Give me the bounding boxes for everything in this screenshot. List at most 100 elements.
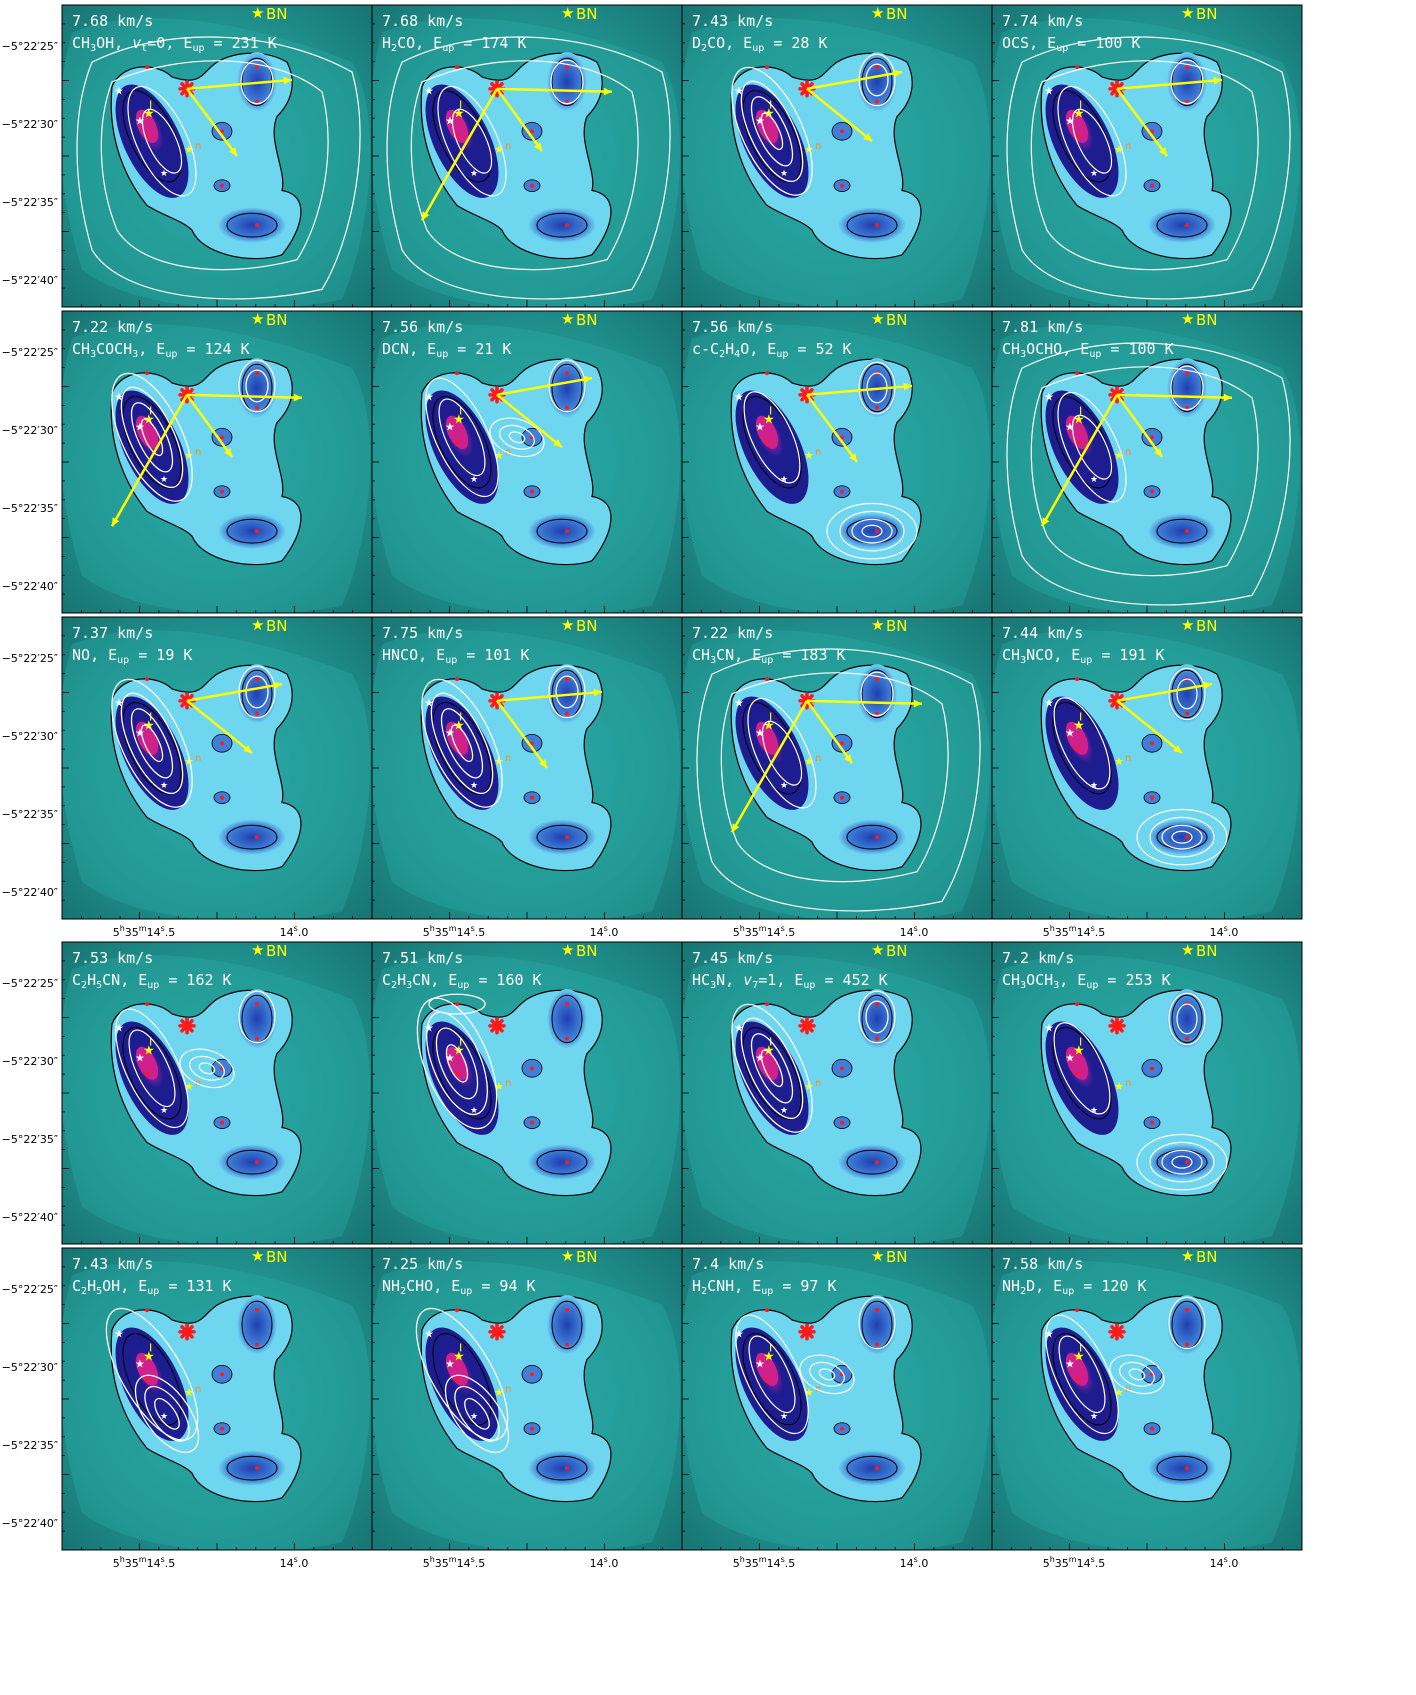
- bn-star-icon: ★: [251, 941, 264, 959]
- velocity-label: 7.81 km/s: [1002, 318, 1083, 336]
- species-label: DCN, Eup = 21 K: [382, 340, 511, 360]
- panel-18: 7.25 km/s NH2CHO, Eup = 94 K ★ BN 5h35m14s.5…: [371, 1247, 683, 1570]
- y-tick-label: −5°22′35″: [2, 502, 58, 515]
- bn-star-icon: ★: [561, 941, 574, 959]
- velocity-label: 7.56 km/s: [382, 318, 463, 336]
- y-tick-label: −5°22′25″: [2, 1283, 58, 1296]
- bn-label: BN: [886, 5, 908, 23]
- bn-label: BN: [266, 311, 288, 329]
- bn-star-icon: ★: [251, 1247, 264, 1265]
- species-label: HC3N, v7=1, Eup = 452 K: [692, 971, 888, 991]
- y-tick-label: −5°22′30″: [2, 1361, 58, 1374]
- bn-star-icon: ★: [561, 310, 574, 328]
- y-tick-label: −5°22′25″: [2, 977, 58, 990]
- y-tick-label: −5°22′30″: [2, 1055, 58, 1068]
- velocity-label: 7.68 km/s: [72, 12, 153, 30]
- velocity-label: 7.43 km/s: [72, 1255, 153, 1273]
- bn-star-icon: ★: [1181, 1247, 1194, 1265]
- velocity-label: 7.22 km/s: [72, 318, 153, 336]
- panel-2: 7.68 km/s H2CO, Eup = 174 K ★ BN: [371, 4, 683, 308]
- x-tick-label: 14s.0: [900, 924, 929, 939]
- bn-label: BN: [886, 942, 908, 960]
- velocity-label: 7.68 km/s: [382, 12, 463, 30]
- x-tick-label: 14s.0: [590, 924, 619, 939]
- bn-label: BN: [1196, 1248, 1218, 1266]
- species-label: NH2D, Eup = 120 K: [1002, 1277, 1147, 1297]
- panel-1: 7.68 km/s CH3OH, vt=0, Eup = 231 K ★ BN −5°2…: [2, 4, 373, 308]
- bn-star-icon: ★: [871, 616, 884, 634]
- panel-11: 7.22 km/s CH3CN, Eup = 183 K ★ BN 5h35m14s.5…: [681, 616, 993, 939]
- bn-label: BN: [886, 1248, 908, 1266]
- outflow-arrows: [1116, 681, 1213, 755]
- velocity-label: 7.75 km/s: [382, 624, 463, 642]
- velocity-label: 7.53 km/s: [72, 949, 153, 967]
- species-label: D2CO, Eup = 28 K: [692, 34, 827, 54]
- y-tick-label: −5°22′40″: [2, 1211, 58, 1224]
- y-tick-label: −5°22′40″: [2, 580, 58, 593]
- x-tick-label: 14s.0: [1210, 924, 1239, 939]
- x-tick-label: 5h35m14s.5: [733, 1555, 796, 1570]
- velocity-label: 7.4 km/s: [692, 1255, 764, 1273]
- bn-star-icon: ★: [561, 1247, 574, 1265]
- panel-19: 7.4 km/s H2CNH, Eup = 97 K ★ BN 5h35m14s.5 14…: [681, 1247, 993, 1570]
- velocity-label: 7.22 km/s: [692, 624, 773, 642]
- panel-14: 7.51 km/s C2H3CN, Eup = 160 K ★ BN: [371, 941, 683, 1245]
- species-label: HNCO, Eup = 101 K: [382, 646, 530, 666]
- velocity-label: 7.25 km/s: [382, 1255, 463, 1273]
- panel-5: 7.22 km/s CH3COCH3, Eup = 124 K★ BN −5°22′2…: [2, 310, 373, 614]
- bn-label: BN: [1196, 311, 1218, 329]
- velocity-label: 7.44 km/s: [1002, 624, 1083, 642]
- panel-17: 7.43 km/s C2H5OH, Eup = 131 K ★ BN −5°22′25″…: [2, 1247, 373, 1570]
- bn-label: BN: [1196, 942, 1218, 960]
- velocity-label: 7.74 km/s: [1002, 12, 1083, 30]
- species-label: CH3OH, vt=0, Eup = 231 K: [72, 34, 277, 54]
- bn-label: BN: [266, 942, 288, 960]
- panel-7: 7.56 km/s c-C2H4O, Eup = 52 K ★ BN: [681, 310, 993, 614]
- outflow-arrows: [805, 382, 913, 463]
- y-tick-label: −5°22′30″: [2, 118, 58, 131]
- outflow-arrows: [496, 375, 593, 449]
- bn-label: BN: [1196, 617, 1218, 635]
- panel-9: 7.37 km/s NO, Eup = 19 K ★ BN −5°22′25″ −5°22…: [2, 616, 373, 939]
- species-label: NH2CHO, Eup = 94 K: [382, 1277, 536, 1297]
- bn-label: BN: [266, 5, 288, 23]
- bn-label: BN: [1196, 5, 1218, 23]
- outflow-arrows: [1115, 76, 1223, 157]
- velocity-label: 7.51 km/s: [382, 949, 463, 967]
- velocity-label: 7.37 km/s: [72, 624, 153, 642]
- bn-label: BN: [576, 942, 598, 960]
- velocity-label: 7.2 km/s: [1002, 949, 1074, 967]
- bn-star-icon: ★: [561, 4, 574, 22]
- y-tick-label: −5°22′25″: [2, 346, 58, 359]
- panel-3: 7.43 km/s D2CO, Eup = 28 K ★ BN: [681, 4, 993, 308]
- bn-star-icon: ★: [871, 1247, 884, 1265]
- x-tick-label: 5h35m14s.5: [1043, 924, 1106, 939]
- species-label: CH3OCHO, Eup = 100 K: [1002, 340, 1174, 360]
- y-tick-label: −5°22′35″: [2, 196, 58, 209]
- bn-star-icon: ★: [251, 616, 264, 634]
- y-tick-label: −5°22′40″: [2, 1517, 58, 1530]
- x-tick-label: 14s.0: [1210, 1555, 1239, 1570]
- bn-star-icon: ★: [871, 310, 884, 328]
- outflow-arrows: [806, 69, 903, 143]
- species-label: H2CO, Eup = 174 K: [382, 34, 527, 54]
- velocity-label: 7.45 km/s: [692, 949, 773, 967]
- species-label: CH3OCH3, Eup = 253 K: [1002, 971, 1171, 991]
- y-tick-label: −5°22′25″: [2, 652, 58, 665]
- bn-label: BN: [576, 1248, 598, 1266]
- x-tick-label: 5h35m14s.5: [1043, 1555, 1106, 1570]
- x-tick-label: 14s.0: [590, 1555, 619, 1570]
- species-label: CH3NCO, Eup = 191 K: [1002, 646, 1165, 666]
- panel-4: 7.74 km/s OCS, Eup = 100 K ★ BN: [991, 4, 1303, 308]
- outflow-arrows: [110, 393, 303, 527]
- panel-15: 7.45 km/s HC3N, v7=1, Eup = 452 K ★ BN: [681, 941, 993, 1245]
- species-label: H2CNH, Eup = 97 K: [692, 1277, 837, 1297]
- panel-13: 7.53 km/s C2H5CN, Eup = 162 K ★ BN −5°22′25″…: [2, 941, 373, 1245]
- panel-16: 7.2 km/s CH3OCH3, Eup = 253 K ★ BN: [991, 941, 1303, 1245]
- bn-label: BN: [576, 5, 598, 23]
- species-label: OCS, Eup = 100 K: [1002, 34, 1140, 54]
- species-label: CH3CN, Eup = 183 K: [692, 646, 846, 666]
- outflow-arrows: [420, 87, 613, 221]
- outflow-arrows: [185, 76, 293, 157]
- bn-star-icon: ★: [1181, 616, 1194, 634]
